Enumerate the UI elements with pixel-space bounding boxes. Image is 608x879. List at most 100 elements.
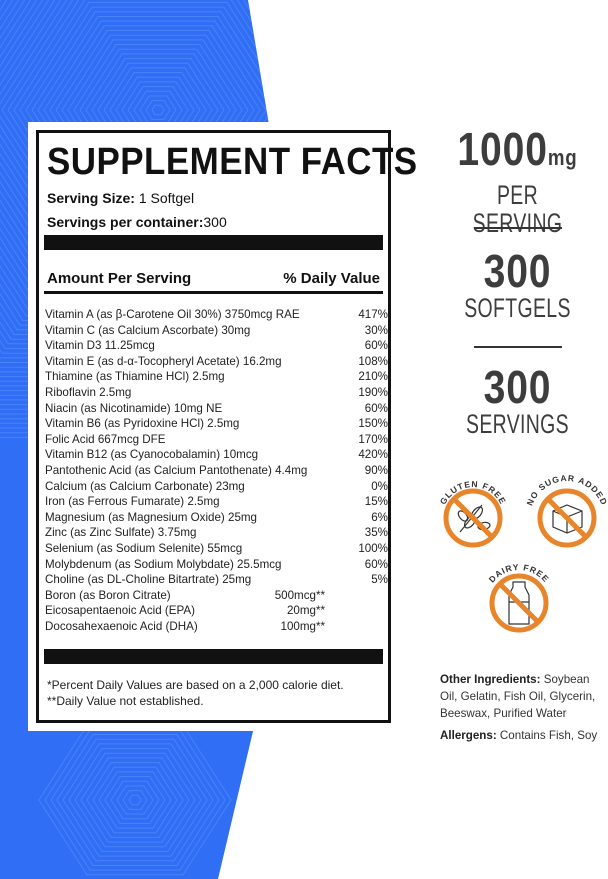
nutrient-name: Thiamine (as Thiamine HCl) 2.5mg: [45, 370, 225, 384]
nutrient-dv: 60%: [364, 401, 388, 415]
nutrient-name: Folic Acid 667mcg DFE: [45, 432, 166, 446]
dv-header: % Daily Value: [283, 270, 380, 287]
nutrient-name: Iron (as Ferrous Fumarate) 2.5mg: [45, 495, 220, 509]
nutrient-row: Docosahexaenoic Acid (DHA) 100mg**: [45, 619, 388, 635]
supplement-facts-panel: SUPPLEMENT FACTS Serving Size: 1 Softgel…: [28, 122, 417, 731]
nutrient-dv: 420%: [358, 448, 388, 462]
divider: [474, 346, 562, 348]
nutrient-dv: 15%: [364, 495, 388, 509]
nutrient-row: Eicosapentaenoic Acid (EPA) 20mg**: [45, 603, 388, 619]
nutrient-name: Vitamin C (as Calcium Ascorbate) 30mg: [45, 323, 251, 337]
hex-line: [122, 790, 148, 810]
stat-label: PER SERVING: [472, 180, 563, 238]
stat-value: 300: [483, 361, 552, 413]
nutrient-row: Iron (as Ferrous Fumarate) 2.5mg 15%: [45, 494, 388, 510]
divider-thick: [44, 235, 383, 250]
nutrient-dv: 170%: [358, 432, 388, 446]
nutrient-row: Niacin (as Nicotinamide) 10mg NE 60%: [45, 401, 388, 417]
servings-value: 300: [203, 214, 227, 230]
nutrient-row: Thiamine (as Thiamine HCl) 2.5mg 210%: [45, 369, 388, 385]
nutrient-list: Vitamin A (as β-Carotene Oil 30%) 3750mc…: [45, 307, 388, 634]
nutrient-name: Vitamin B12 (as Cyanocobalamin) 10mcg: [45, 448, 259, 462]
nutrient-row: Vitamin C (as Calcium Ascorbate) 30mg 30%: [45, 323, 388, 339]
allergens-label: Allergens:: [440, 729, 497, 742]
other-ingredients-value: Soybean Oil, Gelatin, Fish Oil, Glycerin…: [440, 673, 596, 720]
nutrient-row: Vitamin D3 11.25mcg 60%: [45, 338, 388, 354]
hex-line: [74, 752, 196, 848]
gluten-free-badge: GLUTEN FREE: [438, 479, 507, 548]
nutrient-dv: 6%: [371, 510, 388, 524]
footnote-not-established: **Daily Value not established.: [47, 694, 204, 708]
nutrient-row: Molybdenum (as Sodium Molybdate) 25.5mcg…: [45, 557, 388, 573]
amount-header: Amount Per Serving: [47, 270, 192, 287]
nutrient-row: Vitamin E (as d-α-Tocopheryl Acetate) 16…: [45, 354, 388, 370]
stat-label: SOFTGELS: [464, 293, 571, 323]
nutrient-name: Calcium (as Calcium Carbonate) 23mg: [45, 479, 245, 493]
nutrient-row: Folic Acid 667mcg DFE 170%: [45, 432, 388, 448]
divider-thick-bottom: [44, 649, 383, 664]
nutrient-dv: 90%: [364, 463, 388, 477]
nutrient-name: Zinc (as Zinc Sulfate) 3.75mg: [45, 526, 197, 540]
hex-line: [151, 104, 165, 116]
hex-line: [116, 785, 154, 815]
serving-size: Serving Size: 1 Softgel: [47, 190, 194, 206]
nutrient-name: Molybdenum (as Sodium Molybdate) 25.5mcg: [45, 557, 282, 571]
facts-title: SUPPLEMENT FACTS: [47, 141, 418, 183]
hex-line: [62, 743, 208, 857]
nutrient-dv: 60%: [364, 557, 388, 571]
allergens: Allergens: Contains Fish, Soy: [440, 727, 608, 744]
divider: [474, 227, 562, 229]
hex-line: [110, 780, 160, 820]
nutrient-name: Selenium (as Sodium Selenite) 55mcg: [45, 541, 243, 555]
dairy-free-badge: DAIRY FREE: [487, 562, 551, 633]
footnote-dv: *Percent Daily Values are based on a 2,0…: [47, 678, 344, 692]
nutrient-dv: 35%: [364, 526, 388, 540]
nutrient-row: Calcium (as Calcium Carbonate) 23mg 0%: [45, 479, 388, 495]
table-header: Amount Per Serving % Daily Value: [47, 270, 380, 287]
nutrient-name: Riboflavin 2.5mg: [45, 385, 132, 399]
other-ingredients: Other Ingredients: Soybean Oil, Gelatin,…: [440, 671, 608, 722]
hex-line: [56, 738, 214, 862]
nutrient-dv: 5%: [371, 573, 388, 587]
nutrient-name: Magnesium (as Magnesium Oxide) 25mg: [45, 510, 257, 524]
hex-line: [98, 771, 172, 829]
nutrient-dv: 417%: [358, 308, 388, 321]
stat-value: 1000mg: [457, 123, 578, 175]
hex-line: [104, 776, 166, 824]
hex-line: [86, 762, 184, 838]
stat-servings: 300 SERVINGS: [430, 364, 605, 438]
nutrient-dv: 190%: [358, 385, 388, 399]
supplement-facts-box: SUPPLEMENT FACTS Serving Size: 1 Softgel…: [36, 130, 417, 723]
nutrient-name: Vitamin A (as β-Carotene Oil 30%) 3750mc…: [45, 308, 300, 321]
nutrient-row: Selenium (as Sodium Selenite) 55mcg 100%: [45, 541, 388, 557]
stat-dose: 1000mg PER SERVING: [430, 126, 605, 237]
badge-label: DAIRY FREE: [487, 562, 551, 585]
nutrient-row: Magnesium (as Magnesium Oxide) 25mg 6%: [45, 510, 388, 526]
serving-size-label: Serving Size:: [47, 190, 135, 206]
allergens-value: Contains Fish, Soy: [496, 729, 598, 742]
nutrient-amount: 20mg**: [286, 604, 325, 618]
nutrient-amount: 500mcg**: [274, 588, 325, 602]
nutrient-dv: 100%: [358, 541, 388, 555]
nutrient-name: Vitamin B6 (as Pyridoxine HCl) 2.5mg: [45, 417, 240, 431]
nutrient-dv: 210%: [358, 370, 388, 384]
nutrient-amount: 100mg**: [280, 619, 325, 633]
nutrient-name: Vitamin D3 11.25mcg: [45, 339, 155, 353]
nutrient-name: Eicosapentaenoic Acid (EPA): [45, 604, 195, 618]
nutrient-dv: 30%: [364, 323, 388, 337]
nutrient-name: Docosahexaenoic Acid (DHA): [45, 619, 198, 633]
nutrient-dv: 150%: [358, 417, 388, 431]
hex-line: [68, 748, 202, 852]
divider-medium: [44, 291, 383, 294]
nutrient-dv: 0%: [371, 479, 388, 493]
nutrient-name: Pantothenic Acid (as Calcium Pantothenat…: [45, 463, 308, 477]
nutrient-name: Vitamin E (as d-α-Tocopheryl Acetate) 16…: [45, 354, 282, 368]
stat-label: SERVINGS: [465, 409, 570, 439]
nutrient-row: Vitamin B6 (as Pyridoxine HCl) 2.5mg 150%: [45, 416, 388, 432]
serving-size-value: 1 Softgel: [138, 190, 195, 206]
stat-value: 300: [483, 245, 552, 297]
nutrient-row: Choline (as DL-Choline Bitartrate) 25mg 5…: [45, 572, 388, 588]
servings-per-container: Servings per container:300: [47, 214, 227, 230]
